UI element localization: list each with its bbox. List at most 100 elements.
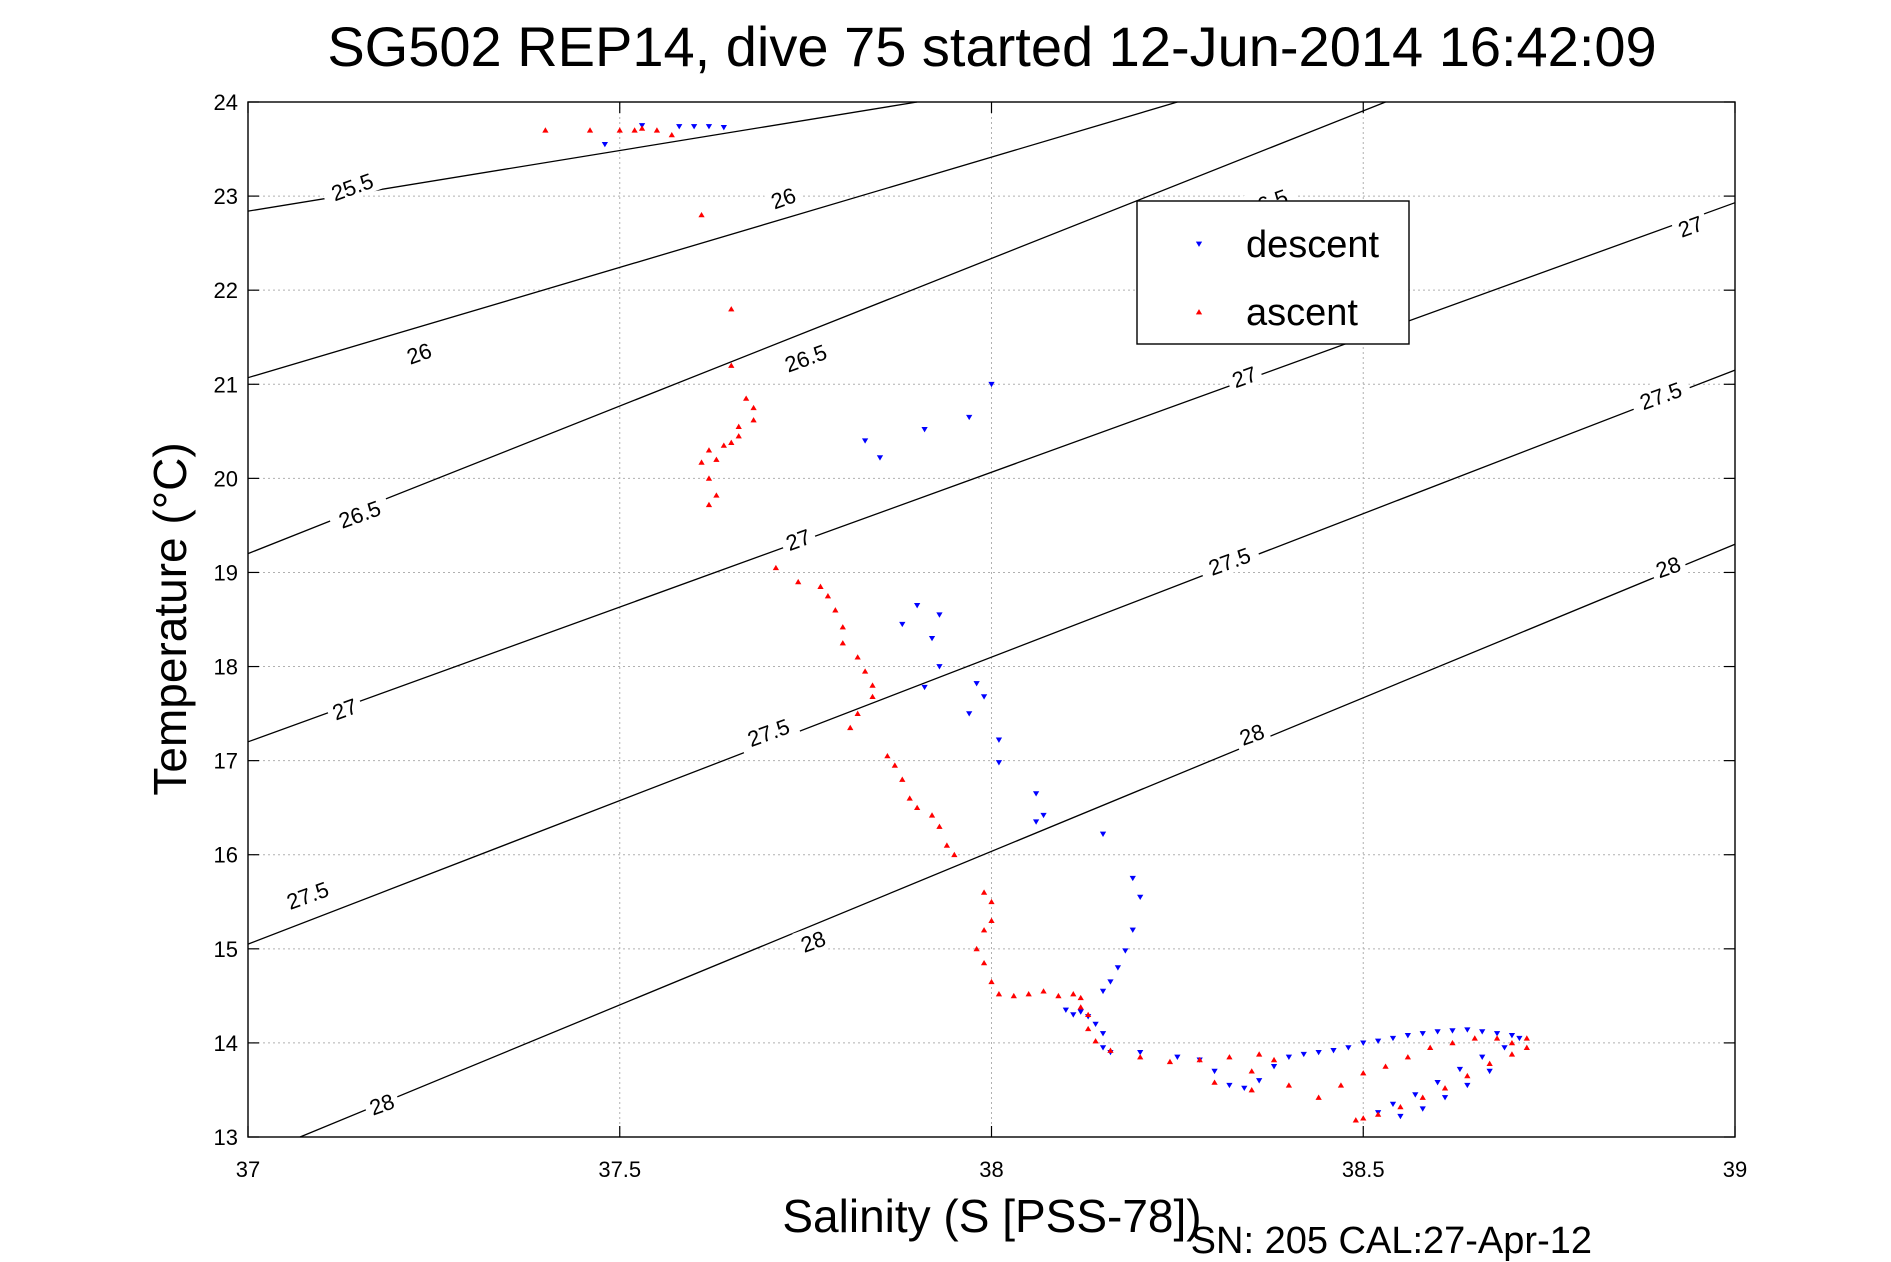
ascent-point — [1010, 992, 1017, 999]
ascent-point — [1441, 1085, 1449, 1091]
ascent-point — [824, 593, 832, 599]
descent-point — [1211, 1068, 1218, 1075]
ascent-point — [832, 607, 839, 613]
y-tick-label: 19 — [214, 560, 238, 585]
descent-point — [1479, 1029, 1486, 1035]
descent-point — [1070, 1012, 1077, 1018]
contour-line-27-5 — [247, 369, 1736, 945]
ascent-point — [1070, 991, 1077, 997]
descent-point — [1486, 1068, 1493, 1075]
descent-point — [1404, 1033, 1411, 1039]
ascent-point — [817, 583, 824, 589]
descent-point — [966, 414, 973, 421]
descent-point — [936, 612, 943, 618]
ascent-point — [951, 851, 958, 858]
descent-point — [1241, 1085, 1248, 1092]
ascent-point — [750, 404, 757, 411]
ascent-point — [1404, 1054, 1411, 1060]
ascent-point — [638, 125, 646, 131]
descent-point — [690, 124, 698, 130]
contour-label-bg — [319, 163, 385, 209]
ascent-point — [750, 417, 757, 423]
ascent-point — [705, 447, 713, 453]
ascent-point — [1077, 1004, 1084, 1010]
ascent-point — [1360, 1115, 1367, 1121]
contour-label-bg — [762, 179, 804, 216]
ascent-point — [1166, 1058, 1174, 1065]
ascent-point — [988, 917, 995, 923]
descent-point — [1501, 1045, 1508, 1051]
descent-point — [1062, 1007, 1069, 1013]
legend-entry-descent: descent — [1195, 224, 1380, 266]
legend: descent ascent — [1136, 200, 1410, 345]
ascent-point — [1471, 1035, 1478, 1041]
descent-point — [1099, 1045, 1107, 1051]
legend-box — [1136, 200, 1410, 345]
descent-point — [1032, 819, 1040, 825]
contour-label-bg — [326, 490, 392, 536]
descent-point — [1330, 1048, 1337, 1054]
ascent-point — [1397, 1103, 1404, 1110]
ascent-point — [1508, 1039, 1516, 1046]
contour-line-27 — [247, 202, 1736, 743]
series-ascent — [542, 125, 1530, 1123]
contour-label: 27 — [323, 689, 365, 726]
y-tick-label: 15 — [214, 937, 238, 962]
ascent-point — [698, 459, 705, 465]
descent-point — [1434, 1080, 1441, 1086]
descent-point — [936, 664, 943, 670]
y-tick-label: 18 — [214, 655, 238, 680]
contour-line-26-5 — [247, 101, 1386, 555]
descent-point — [1226, 1082, 1233, 1089]
ascent-point — [1107, 1047, 1114, 1053]
contour-label-bg — [792, 922, 834, 959]
descent-point — [1508, 1033, 1516, 1039]
descent-point — [995, 737, 1003, 743]
ascent-point — [1464, 1072, 1471, 1079]
descent-point — [1270, 1064, 1278, 1070]
y-tick-label: 23 — [214, 184, 238, 209]
descent-point — [980, 694, 988, 700]
ascent-point — [1337, 1082, 1345, 1088]
y-tick-label: 24 — [214, 90, 238, 115]
ascent-point — [1196, 1056, 1203, 1063]
descent-point — [1441, 1095, 1449, 1101]
ascent-point — [884, 753, 891, 759]
legend-label-ascent: ascent — [1246, 292, 1358, 334]
ascent-point — [906, 795, 913, 801]
descent-point — [1129, 927, 1136, 933]
ascent-point — [869, 693, 876, 700]
ascent-point — [1085, 1011, 1092, 1018]
ascent-point — [861, 668, 869, 674]
ascent-point — [980, 960, 988, 966]
x-axis-label: Salinity (S [PSS-78]) — [782, 1190, 1201, 1242]
contour-label-bg — [274, 871, 340, 917]
descent-point — [928, 635, 936, 642]
ascent-point — [713, 492, 720, 498]
descent-point — [1099, 988, 1107, 995]
descent-point — [1107, 979, 1114, 985]
y-tick-label: 13 — [214, 1125, 238, 1150]
descent-point — [601, 141, 609, 148]
descent-point — [1300, 1051, 1307, 1058]
contour-label-bg — [361, 1085, 402, 1122]
contour-label-bg — [323, 689, 365, 726]
descent-point — [1077, 1009, 1084, 1015]
y-tick-label: 22 — [214, 278, 238, 303]
descent-point — [966, 711, 973, 717]
ascent-point — [1449, 1039, 1456, 1046]
descent-point — [1479, 1054, 1486, 1060]
ascent-point — [1226, 1054, 1233, 1060]
ascent-point — [653, 127, 661, 133]
contour-label-bg — [735, 709, 801, 754]
ascent-point — [728, 306, 735, 312]
contour-line-26 — [247, 101, 1178, 379]
descent-point — [1315, 1049, 1322, 1056]
descent-point — [914, 603, 921, 609]
ascent-point — [1085, 1025, 1092, 1032]
ascent-point — [988, 898, 995, 905]
contour-label-bg — [1196, 537, 1262, 583]
ascent-point — [854, 710, 861, 716]
descent-point — [1137, 1049, 1144, 1056]
legend-label-descent: descent — [1246, 224, 1380, 266]
